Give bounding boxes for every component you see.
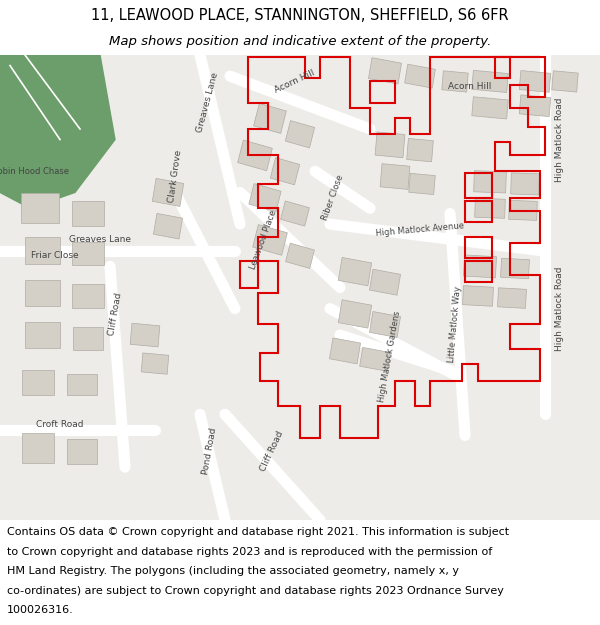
- Bar: [338, 258, 371, 286]
- Bar: [25, 279, 59, 306]
- Text: to Crown copyright and database rights 2023 and is reproduced with the permissio: to Crown copyright and database rights 2…: [7, 547, 493, 557]
- Text: Cliff Road: Cliff Road: [107, 292, 123, 336]
- Bar: [472, 97, 508, 119]
- Text: Acorn Hill: Acorn Hill: [274, 68, 317, 94]
- Bar: [238, 140, 272, 171]
- Bar: [370, 311, 401, 338]
- Bar: [73, 327, 103, 350]
- Bar: [67, 439, 97, 464]
- Bar: [22, 370, 54, 395]
- Text: Greaves Lane: Greaves Lane: [196, 71, 220, 134]
- Bar: [286, 121, 314, 148]
- Bar: [500, 258, 529, 279]
- Bar: [21, 194, 59, 223]
- Bar: [375, 132, 405, 158]
- Text: High Matlock Road: High Matlock Road: [556, 98, 565, 182]
- Bar: [141, 353, 169, 374]
- Text: Cliff Road: Cliff Road: [259, 430, 285, 473]
- Text: Contains OS data © Crown copyright and database right 2021. This information is : Contains OS data © Crown copyright and d…: [7, 528, 509, 538]
- Bar: [338, 300, 371, 328]
- Text: Leawood Place: Leawood Place: [248, 209, 278, 271]
- Bar: [286, 243, 314, 268]
- Bar: [404, 64, 436, 88]
- Text: Riber Close: Riber Close: [320, 174, 346, 222]
- Text: Robin Hood Chase: Robin Hood Chase: [0, 167, 68, 176]
- Bar: [552, 71, 578, 92]
- Text: Clark Grove: Clark Grove: [167, 149, 183, 204]
- Bar: [409, 173, 435, 194]
- Bar: [519, 71, 551, 92]
- Bar: [154, 213, 182, 239]
- Bar: [25, 322, 59, 348]
- Bar: [442, 71, 468, 92]
- Bar: [407, 138, 433, 162]
- Polygon shape: [0, 55, 115, 208]
- Text: Croft Road: Croft Road: [36, 421, 84, 429]
- Text: Little Matlock Way: Little Matlock Way: [447, 286, 463, 363]
- Bar: [463, 255, 497, 278]
- Text: Acorn Hill: Acorn Hill: [448, 82, 491, 91]
- Text: Pond Road: Pond Road: [202, 427, 218, 476]
- Bar: [497, 288, 526, 308]
- Bar: [329, 338, 361, 364]
- Text: High Matlock Gardens: High Matlock Gardens: [377, 310, 403, 402]
- Text: Friar Close: Friar Close: [31, 251, 79, 260]
- Bar: [271, 158, 299, 185]
- Text: co-ordinates) are subject to Crown copyright and database rights 2023 Ordnance S: co-ordinates) are subject to Crown copyr…: [7, 586, 504, 596]
- Bar: [67, 374, 97, 395]
- Text: High Matlock Road: High Matlock Road: [556, 266, 565, 351]
- Bar: [511, 173, 539, 195]
- Bar: [152, 178, 184, 206]
- Text: HM Land Registry. The polygons (including the associated geometry, namely x, y: HM Land Registry. The polygons (includin…: [7, 566, 459, 576]
- Bar: [472, 71, 508, 92]
- Bar: [254, 103, 286, 134]
- Bar: [519, 95, 551, 117]
- Bar: [281, 201, 310, 226]
- Bar: [475, 198, 505, 218]
- Bar: [253, 224, 287, 255]
- Text: High Matlock Avenue: High Matlock Avenue: [376, 221, 464, 238]
- Bar: [130, 323, 160, 347]
- Bar: [370, 269, 401, 295]
- Bar: [249, 184, 281, 212]
- Bar: [380, 164, 410, 189]
- Bar: [463, 286, 493, 306]
- Bar: [72, 242, 104, 265]
- Bar: [509, 201, 538, 221]
- Bar: [473, 171, 506, 193]
- Bar: [72, 201, 104, 226]
- Text: Greaves Lane: Greaves Lane: [69, 236, 131, 244]
- Bar: [368, 58, 401, 84]
- Bar: [25, 238, 59, 264]
- Bar: [72, 284, 104, 308]
- Text: Map shows position and indicative extent of the property.: Map shows position and indicative extent…: [109, 35, 491, 48]
- Bar: [22, 433, 54, 463]
- Text: 100026316.: 100026316.: [7, 605, 74, 615]
- Bar: [359, 348, 391, 371]
- Text: 11, LEAWOOD PLACE, STANNINGTON, SHEFFIELD, S6 6FR: 11, LEAWOOD PLACE, STANNINGTON, SHEFFIEL…: [91, 8, 509, 23]
